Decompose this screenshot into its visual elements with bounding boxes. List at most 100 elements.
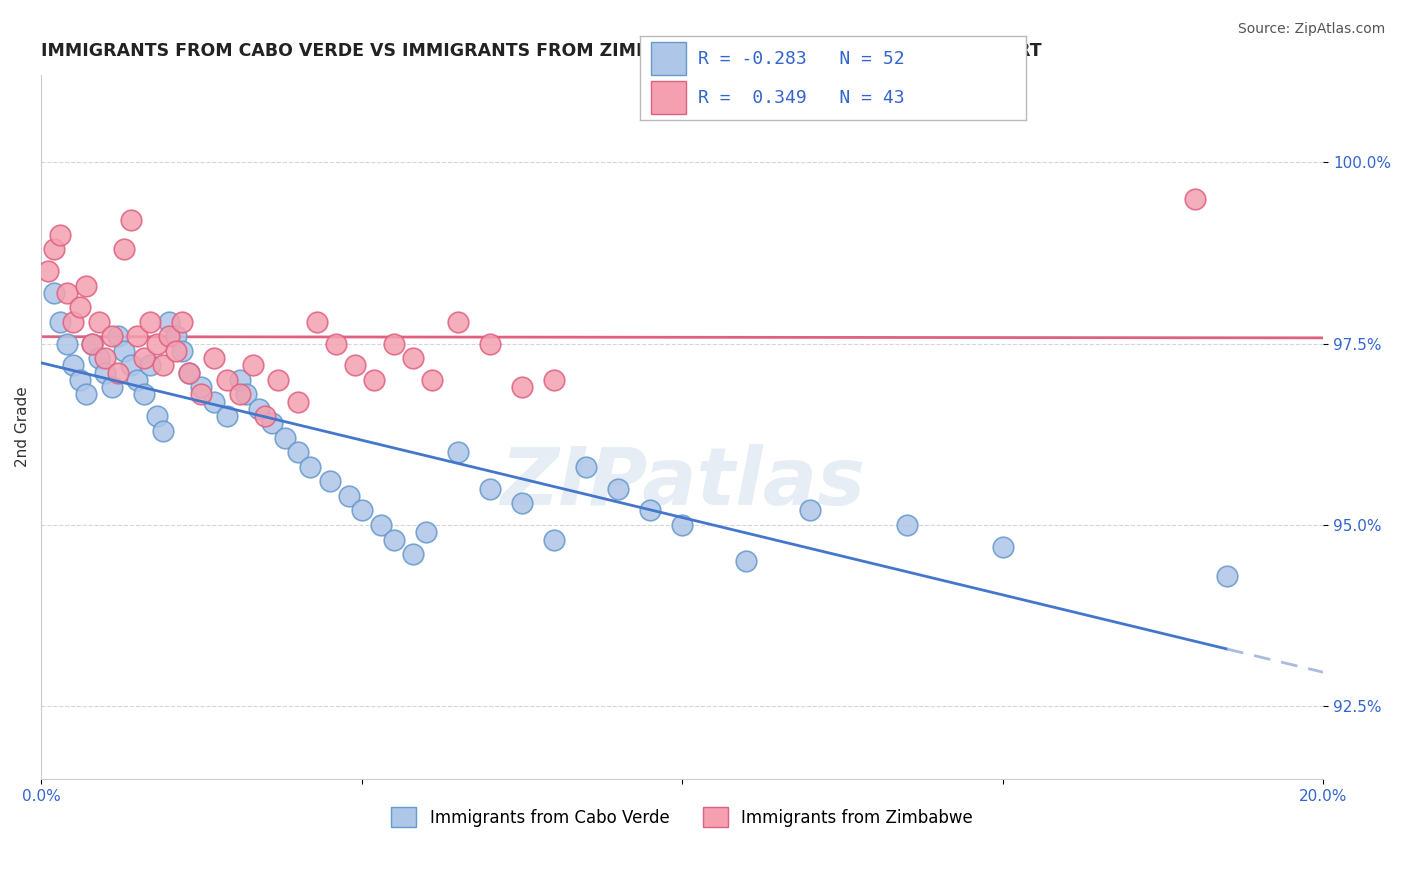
Point [177,366,200,380]
Point [447,445,470,459]
Point [382,336,405,351]
Point [1216,568,1239,582]
Point [254,409,277,424]
Text: ZIPatlas: ZIPatlas [499,444,865,523]
Point [55,336,77,351]
Point [69,373,91,387]
Text: Source: ZipAtlas.com: Source: ZipAtlas.com [1237,22,1385,37]
Point [94,366,117,380]
Point [69,301,91,315]
Point [235,387,257,401]
Point [37,264,59,278]
Y-axis label: 2nd Grade: 2nd Grade [15,387,30,467]
Point [49,227,72,242]
Point [172,315,194,329]
Point [575,460,598,475]
Point [229,373,252,387]
Point [382,533,405,547]
Point [543,373,565,387]
Point [215,409,238,424]
Point [165,329,187,343]
Point [107,366,129,380]
Point [114,343,136,358]
Point [215,373,238,387]
Point [132,351,155,366]
Point [420,373,443,387]
Point [42,285,65,300]
Point [896,518,918,533]
Point [607,482,630,496]
Point [62,315,84,329]
Point [75,387,97,401]
Point [318,475,340,489]
Point [510,380,533,394]
Point [177,366,200,380]
Point [415,525,437,540]
Point [120,213,142,227]
Point [370,518,392,533]
Point [350,503,373,517]
Point [82,336,104,351]
Point [120,359,142,373]
Point [190,380,212,394]
Point [139,315,162,329]
Bar [651,43,686,75]
Point [94,351,117,366]
Point [799,503,821,517]
Point [49,315,72,329]
Point [337,489,360,503]
Point [145,336,167,351]
Point [42,243,65,257]
Legend: Immigrants from Cabo Verde, Immigrants from Zimbabwe: Immigrants from Cabo Verde, Immigrants f… [385,800,980,834]
Point [132,387,155,401]
Point [229,387,252,401]
Point [87,351,110,366]
Point [55,285,77,300]
Point [242,359,264,373]
Text: R = -0.283   N = 52: R = -0.283 N = 52 [697,50,904,68]
Point [267,373,290,387]
Point [1184,192,1206,206]
Point [447,315,470,329]
Point [510,496,533,510]
Point [274,431,297,445]
Point [402,351,425,366]
Point [287,394,309,409]
Point [152,359,174,373]
Text: IMMIGRANTS FROM CABO VERDE VS IMMIGRANTS FROM ZIMBABWE 2ND GRADE CORRELATION CHA: IMMIGRANTS FROM CABO VERDE VS IMMIGRANTS… [41,42,1042,60]
Point [100,380,122,394]
Point [87,315,110,329]
Point [991,540,1014,554]
Point [157,329,180,343]
Point [325,336,347,351]
Point [114,243,136,257]
Point [260,417,283,431]
Point [139,359,162,373]
Point [75,278,97,293]
Point [478,482,501,496]
Point [402,547,425,561]
Point [344,359,367,373]
Point [202,351,225,366]
Point [478,336,501,351]
Point [107,329,129,343]
Point [735,554,758,568]
Bar [651,81,686,113]
Point [100,329,122,343]
Point [127,373,149,387]
Point [305,315,328,329]
Point [638,503,661,517]
Point [543,533,565,547]
Point [172,343,194,358]
Point [363,373,385,387]
Point [82,336,104,351]
Point [190,387,212,401]
Point [127,329,149,343]
Point [165,343,187,358]
Point [247,401,270,416]
Point [152,424,174,438]
Point [62,359,84,373]
Text: R =  0.349   N = 43: R = 0.349 N = 43 [697,88,904,106]
Point [157,315,180,329]
Point [202,394,225,409]
